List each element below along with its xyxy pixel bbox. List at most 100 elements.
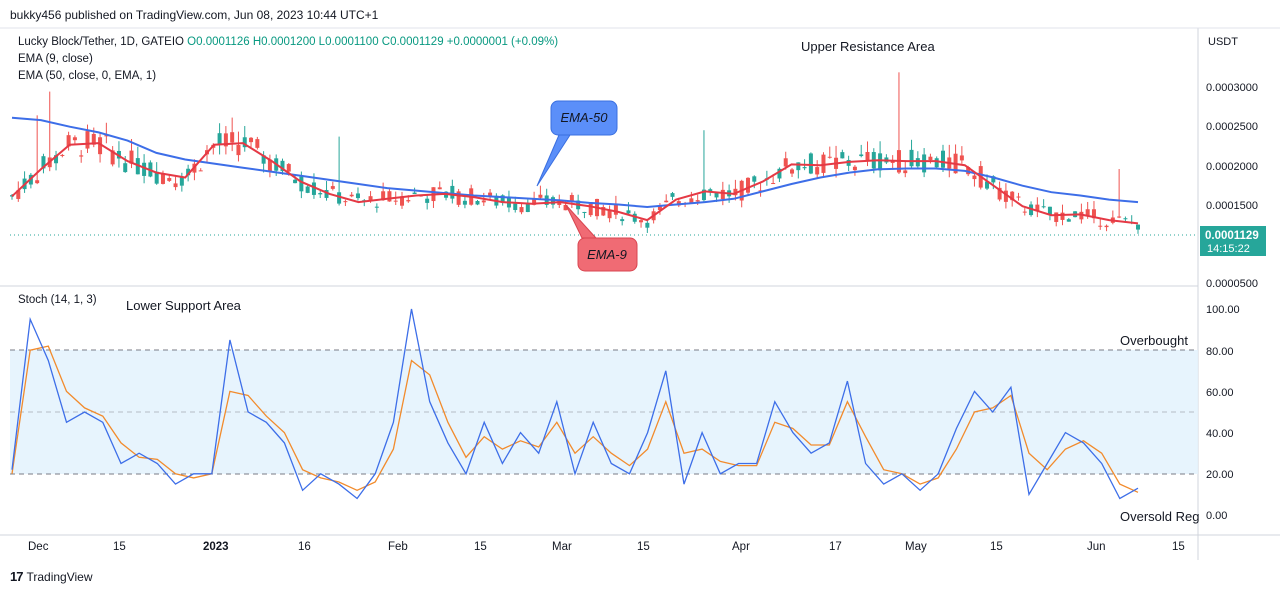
time-axis[interactable]: Dec 15 2023 16 Feb 15 Mar 15 Apr 17 May … xyxy=(28,541,1185,553)
candle-body xyxy=(412,192,417,195)
candle-body xyxy=(859,154,864,157)
time-label: 15 xyxy=(1172,541,1185,553)
stoch-tick: 20.00 xyxy=(1206,469,1234,481)
candle-body xyxy=(657,205,662,211)
candle-body xyxy=(808,153,813,174)
candle-body xyxy=(349,194,354,197)
stoch-tick: 40.00 xyxy=(1206,428,1234,440)
candle-body xyxy=(456,191,461,205)
time-label: 15 xyxy=(474,541,487,553)
symbol-label[interactable]: Lucky Block/Tether, 1D, GATEIO xyxy=(18,36,184,48)
candle-body xyxy=(324,190,329,198)
time-label: 17 xyxy=(829,541,842,553)
candle-body xyxy=(1098,225,1103,227)
candle-body xyxy=(475,201,480,205)
candle-body xyxy=(588,203,593,216)
candle-body xyxy=(519,207,524,213)
candle-body xyxy=(261,155,266,164)
time-label: 15 xyxy=(990,541,1003,553)
candle-body xyxy=(374,206,379,208)
candle-body xyxy=(160,173,165,184)
price-tick: 0.0001500 xyxy=(1206,200,1258,212)
candle-body xyxy=(890,160,895,163)
candle-body xyxy=(79,155,84,157)
time-label: 2023 xyxy=(203,541,229,553)
candle-body xyxy=(632,213,637,222)
tradingview-logo-icon: 17 xyxy=(10,569,24,584)
candle-body xyxy=(1016,196,1021,198)
candle-body xyxy=(1035,204,1040,212)
stoch-k-line xyxy=(11,308,1139,500)
time-label: Jun xyxy=(1087,541,1106,553)
candle-body xyxy=(1117,216,1122,218)
candle-body xyxy=(985,181,990,189)
candle-body xyxy=(98,137,103,155)
candle-body xyxy=(620,219,625,222)
time-label: Feb xyxy=(388,541,408,553)
stoch-tick: 0.00 xyxy=(1206,510,1227,522)
candle-body xyxy=(959,155,964,161)
candle-body xyxy=(381,191,386,201)
candle-body xyxy=(1022,211,1027,213)
candle-body xyxy=(450,185,455,199)
candle-body xyxy=(481,200,486,203)
candle-body xyxy=(91,133,96,145)
time-label: 15 xyxy=(637,541,650,553)
candle-body xyxy=(922,154,927,173)
ema9-callout-text: EMA-9 xyxy=(587,247,627,262)
tradingview-footer[interactable]: 17 TradingView xyxy=(10,569,93,584)
candle-body xyxy=(940,150,945,168)
stoch-tick: 80.00 xyxy=(1206,346,1234,358)
candle-body xyxy=(280,160,285,172)
ohlc-values: O0.0001126 H0.0001200 L0.0001100 C0.0001… xyxy=(187,36,559,48)
stoch-legend[interactable]: Stoch (14, 1, 3) xyxy=(18,294,97,306)
price-tick: 0.0002500 xyxy=(1206,121,1258,133)
ema50-legend[interactable]: EMA (50, close, 0, EMA, 1) xyxy=(18,70,157,82)
stoch-axis[interactable]: 100.00 80.00 60.00 40.00 20.00 0.00 xyxy=(1206,304,1240,522)
candle-body xyxy=(733,188,738,196)
candle-body xyxy=(255,139,260,148)
ema9-legend[interactable]: EMA (9, close) xyxy=(18,53,93,65)
candle-body xyxy=(35,180,40,184)
candle-body xyxy=(104,135,109,137)
candle-body xyxy=(915,158,920,167)
candles-group xyxy=(10,72,1140,234)
candle-body xyxy=(1104,225,1109,228)
bar-countdown: 14:15:22 xyxy=(1207,243,1250,255)
upper-resistance-label: Upper Resistance Area xyxy=(801,39,935,54)
candle-body xyxy=(267,159,272,172)
candle-body xyxy=(802,167,807,169)
oversold-label: Oversold Reg xyxy=(1120,509,1199,524)
lower-support-label: Lower Support Area xyxy=(126,298,242,313)
candle-body xyxy=(387,191,392,202)
candle-body xyxy=(488,192,493,197)
candle-body xyxy=(752,176,757,182)
time-label: 15 xyxy=(113,541,126,553)
stoch-tick: 60.00 xyxy=(1206,387,1234,399)
candle-body xyxy=(330,186,335,189)
candle-body xyxy=(406,200,411,202)
candle-body xyxy=(815,167,820,175)
candle-body xyxy=(1123,218,1128,220)
candle-body xyxy=(393,200,398,202)
candle-body xyxy=(230,132,235,143)
candle-body xyxy=(796,162,801,171)
candle-body xyxy=(972,175,977,180)
time-label: Dec xyxy=(28,541,49,553)
candle-body xyxy=(708,189,713,192)
candle-body xyxy=(223,133,228,147)
candle-body xyxy=(771,183,776,185)
candle-body xyxy=(66,135,71,147)
time-label: May xyxy=(905,541,927,553)
candle-body xyxy=(720,189,725,199)
candle-body xyxy=(601,207,606,216)
candle-body xyxy=(827,156,832,158)
ema9-callout: EMA-9 xyxy=(565,204,638,272)
publish-info: bukky456 published on TradingView.com, J… xyxy=(10,8,379,22)
candle-body xyxy=(790,169,795,174)
price-axis[interactable]: USDT 0.0003000 0.0002500 0.0002000 0.000… xyxy=(1206,36,1258,290)
chart-legend: Lucky Block/Tether, 1D, GATEIO O0.000112… xyxy=(18,34,558,85)
candle-body xyxy=(154,171,159,184)
candle-body xyxy=(582,211,587,213)
